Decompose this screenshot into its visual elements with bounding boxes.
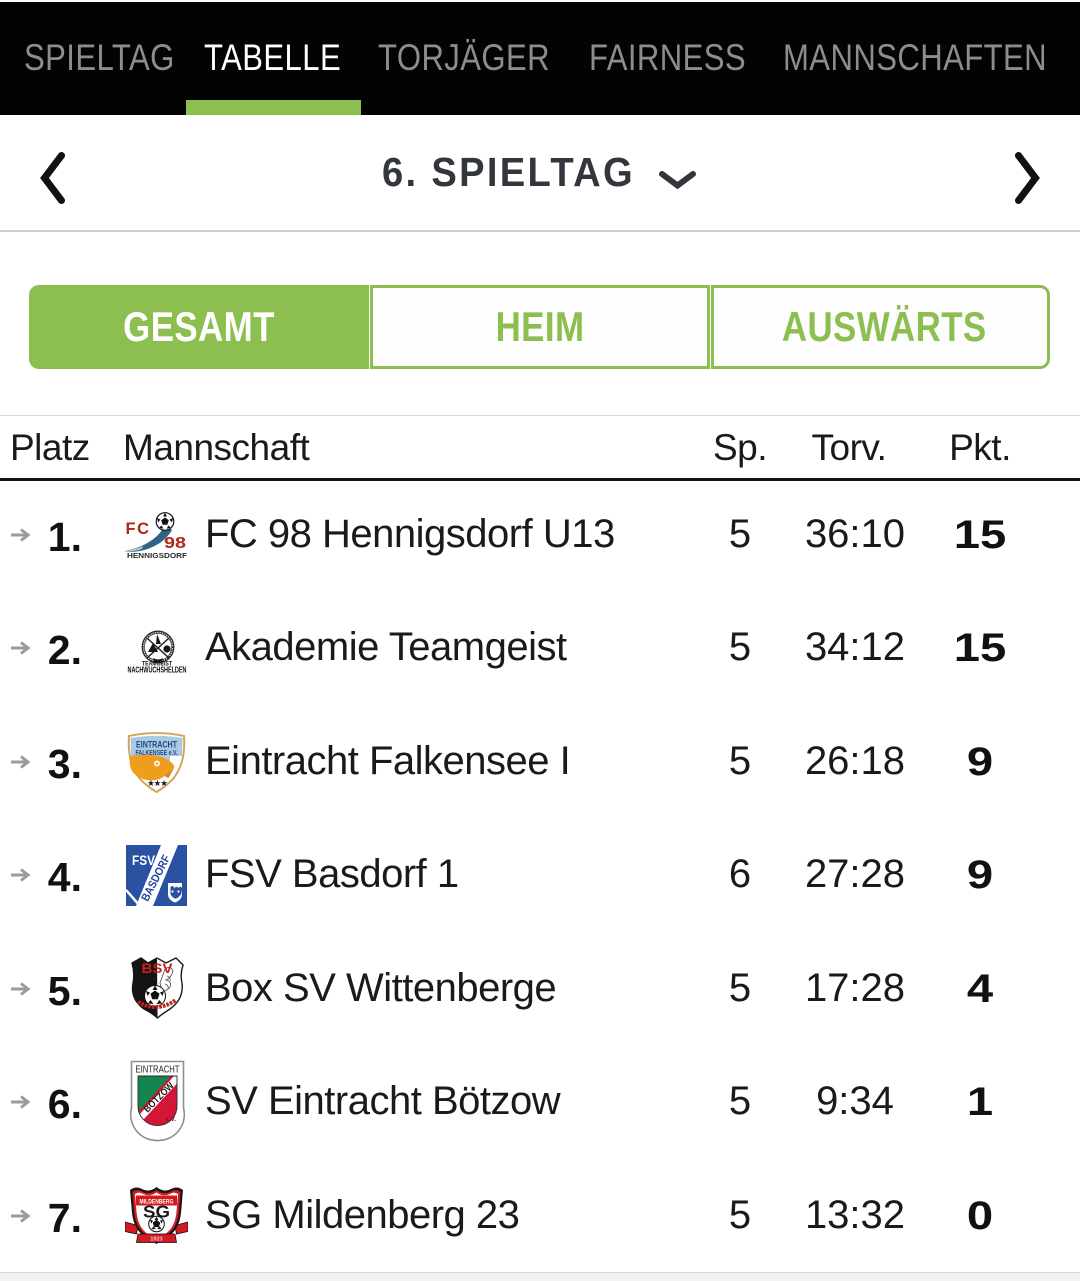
svg-text:★★★: ★★★ xyxy=(147,778,168,788)
svg-text:98: 98 xyxy=(164,535,186,552)
svg-text:EINTRACHT: EINTRACHT xyxy=(136,1065,180,1076)
svg-text:FC: FC xyxy=(126,520,151,538)
svg-text:FSV: FSV xyxy=(132,853,155,868)
svg-text:TEAMGEIST: TEAMGEIST xyxy=(142,661,172,668)
svg-text:1923: 1923 xyxy=(150,1237,162,1243)
svg-text:NACHWUCHSHELDEN: NACHWUCHSHELDEN xyxy=(128,666,187,674)
svg-text:HENNIGSDORF: HENNIGSDORF xyxy=(127,551,188,560)
svg-text:EINTRACHT: EINTRACHT xyxy=(136,740,177,750)
svg-text:FALKENSEE e.V.: FALKENSEE e.V. xyxy=(136,750,178,757)
svg-text:MILDENBERG: MILDENBERG xyxy=(140,1198,174,1205)
svg-text:e.V.: e.V. xyxy=(165,1116,176,1123)
svg-text:SG: SG xyxy=(143,1202,170,1222)
svg-text:BSV: BSV xyxy=(142,961,173,976)
